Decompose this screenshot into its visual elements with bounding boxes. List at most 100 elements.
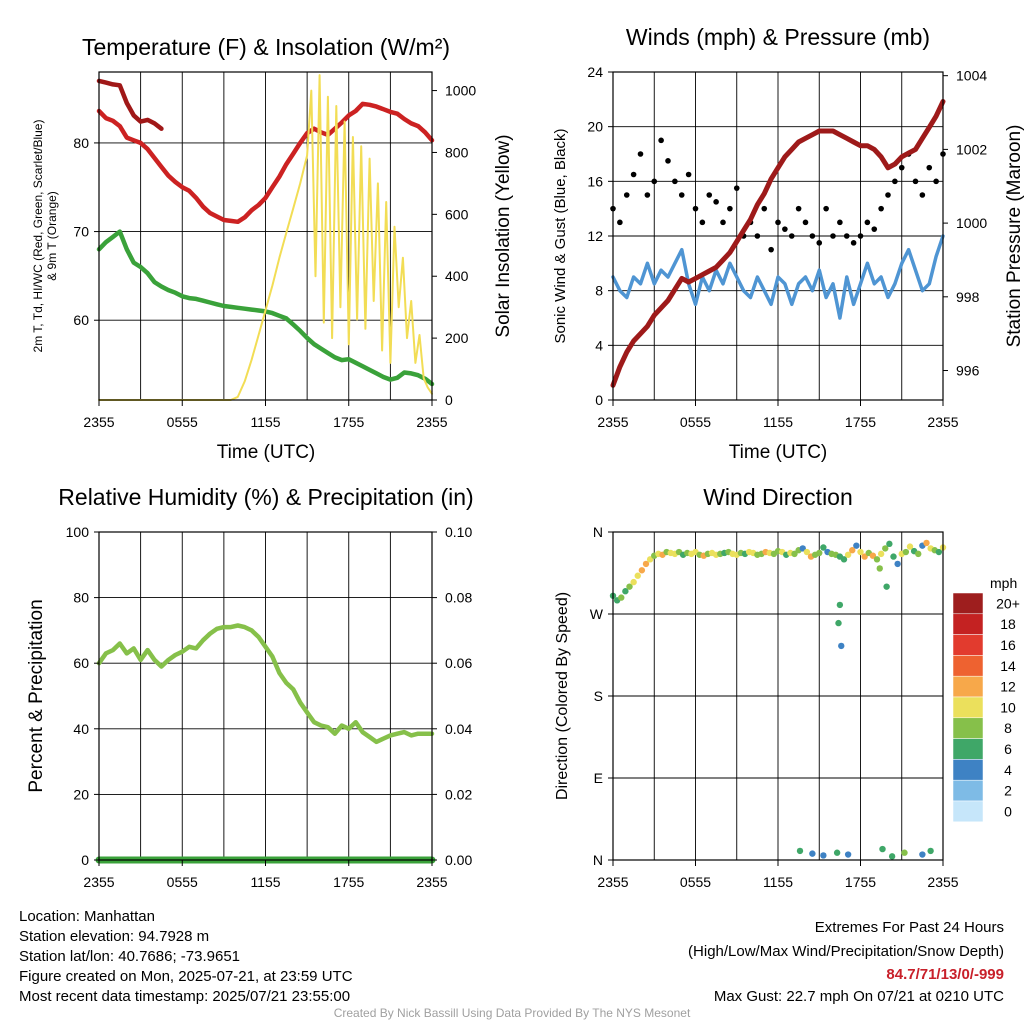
temperature-title: Temperature (F) & Insolation (W/m²): [82, 34, 450, 60]
y-tick-label: E: [594, 770, 603, 786]
direction-marks: [609, 539, 947, 860]
direction-point: [844, 551, 852, 558]
legend-label: 2: [1004, 783, 1012, 799]
direction-point: [923, 539, 930, 547]
y-tick-label: 20: [73, 786, 89, 802]
legend-swatch: [952, 696, 984, 719]
y2-tick-label: 0.00: [445, 852, 472, 868]
legend-label: 6: [1004, 741, 1012, 757]
direction-point: [919, 851, 926, 858]
direction-point: [883, 583, 890, 590]
pressure-ylabel: Station Pressure (Maroon): [1004, 125, 1024, 348]
direction-point: [844, 851, 852, 858]
winds-marks: [610, 99, 946, 388]
direction-point: [799, 545, 806, 552]
gust-point: [733, 185, 740, 191]
y2-tick-label: 1004: [956, 68, 987, 84]
x-tick-label: 0555: [680, 874, 711, 890]
direction-ticks: 2355 0555 1155 1755 2355 N E S W N: [590, 524, 959, 890]
direction-point: [634, 572, 641, 579]
gust-point: [678, 192, 685, 198]
legend-swatch: [952, 717, 984, 739]
y2-tick-label: 996: [956, 363, 980, 379]
winds-panel: Winds (mph) & Pressure (mb) 2355 0555 1155…: [552, 24, 1024, 463]
y-tick-label: 20: [587, 119, 603, 135]
gust-point: [672, 178, 678, 185]
direction-point: [809, 850, 816, 857]
direction-point: [840, 556, 848, 563]
gust-point: [878, 205, 884, 212]
temperature-ylabel-line2: & 9m T (Orange): [45, 191, 59, 281]
direction-point: [618, 594, 625, 601]
legend-swatch: [952, 592, 984, 615]
direction-point: [630, 578, 637, 586]
y-tick-label: 0: [595, 392, 603, 408]
y-tick-label: 4: [595, 337, 603, 353]
x-tick-label: 2355: [597, 414, 628, 430]
y-tick-label: N: [593, 524, 603, 540]
x-tick-label: 1755: [845, 874, 876, 890]
y-tick-label: 40: [73, 721, 89, 737]
footer-location: Location: Manhattan: [19, 908, 155, 925]
direction-point: [626, 583, 633, 590]
gust-point: [898, 164, 905, 171]
direction-point: [791, 550, 798, 558]
x-tick-label: 1755: [845, 414, 876, 430]
direction-point: [838, 642, 845, 650]
y2-tick-label: 0.02: [445, 786, 472, 802]
direction-point: [796, 847, 804, 855]
gust-point: [837, 219, 843, 226]
direction-point: [935, 548, 943, 556]
x-tick-label: 2355: [416, 874, 447, 890]
gust-point: [782, 226, 788, 232]
gust-point: [823, 205, 829, 212]
temperature-title-text: Temperature (F) & Insolation (W/m²): [82, 34, 450, 60]
gust-point: [892, 178, 898, 185]
temperature-ticks: 2355 0555 1155 1755 235560708002004006008001…: [73, 83, 476, 430]
winds-grid: [613, 72, 943, 400]
direction-point: [853, 542, 860, 549]
series-line-9m-t: [96, 78, 164, 131]
x-tick-label: 0555: [680, 414, 711, 430]
direction-point: [836, 601, 844, 609]
legend-label: 20+: [996, 595, 1020, 611]
humidity-title: Relative Humidity (%) & Precipitation (i…: [58, 484, 473, 510]
direction-point: [816, 549, 823, 557]
gust-point: [933, 178, 939, 185]
gust-point: [644, 192, 651, 198]
series-line-rh: [96, 623, 435, 745]
y-tick-label: N: [593, 852, 603, 868]
x-tick-label: 1755: [333, 414, 364, 430]
gust-point: [775, 219, 781, 226]
gust-point: [864, 219, 871, 226]
gust-point: [871, 226, 878, 232]
gust-point: [658, 137, 664, 144]
y2-tick-label: 0.08: [445, 590, 472, 606]
direction-point: [876, 565, 883, 572]
y-tick-label: 24: [587, 64, 603, 80]
gust-point: [706, 192, 713, 198]
x-tick-label: 0555: [167, 874, 198, 890]
y2-tick-label: 1000: [445, 83, 476, 99]
y2-tick-label: 1000: [956, 215, 987, 231]
direction-point: [803, 548, 811, 556]
legend-swatch: [952, 655, 984, 677]
gust-point: [692, 205, 699, 212]
legend-swatch: [952, 613, 984, 635]
gust-point: [630, 171, 637, 178]
series-line-sonic-wind: [611, 234, 945, 320]
y-tick-label: 8: [595, 283, 603, 299]
series-line-2m-t: [96, 101, 435, 225]
direction-point: [879, 845, 886, 853]
y2-tick-label: 0.06: [445, 655, 472, 671]
gust-point: [651, 178, 658, 185]
gust-point: [816, 240, 823, 246]
extremes-values: 84.7/71/13/0/-999: [886, 966, 1004, 983]
winds-xlabel: Time (UTC): [729, 442, 828, 463]
legend-swatch: [952, 800, 984, 823]
direction-point: [869, 552, 877, 559]
legend-label: 10: [1000, 699, 1016, 715]
insolation-ylabel: Solar Insolation (Yellow): [493, 134, 514, 337]
credit-line: Created By Nick Bassill Using Data Provi…: [333, 1006, 691, 1020]
